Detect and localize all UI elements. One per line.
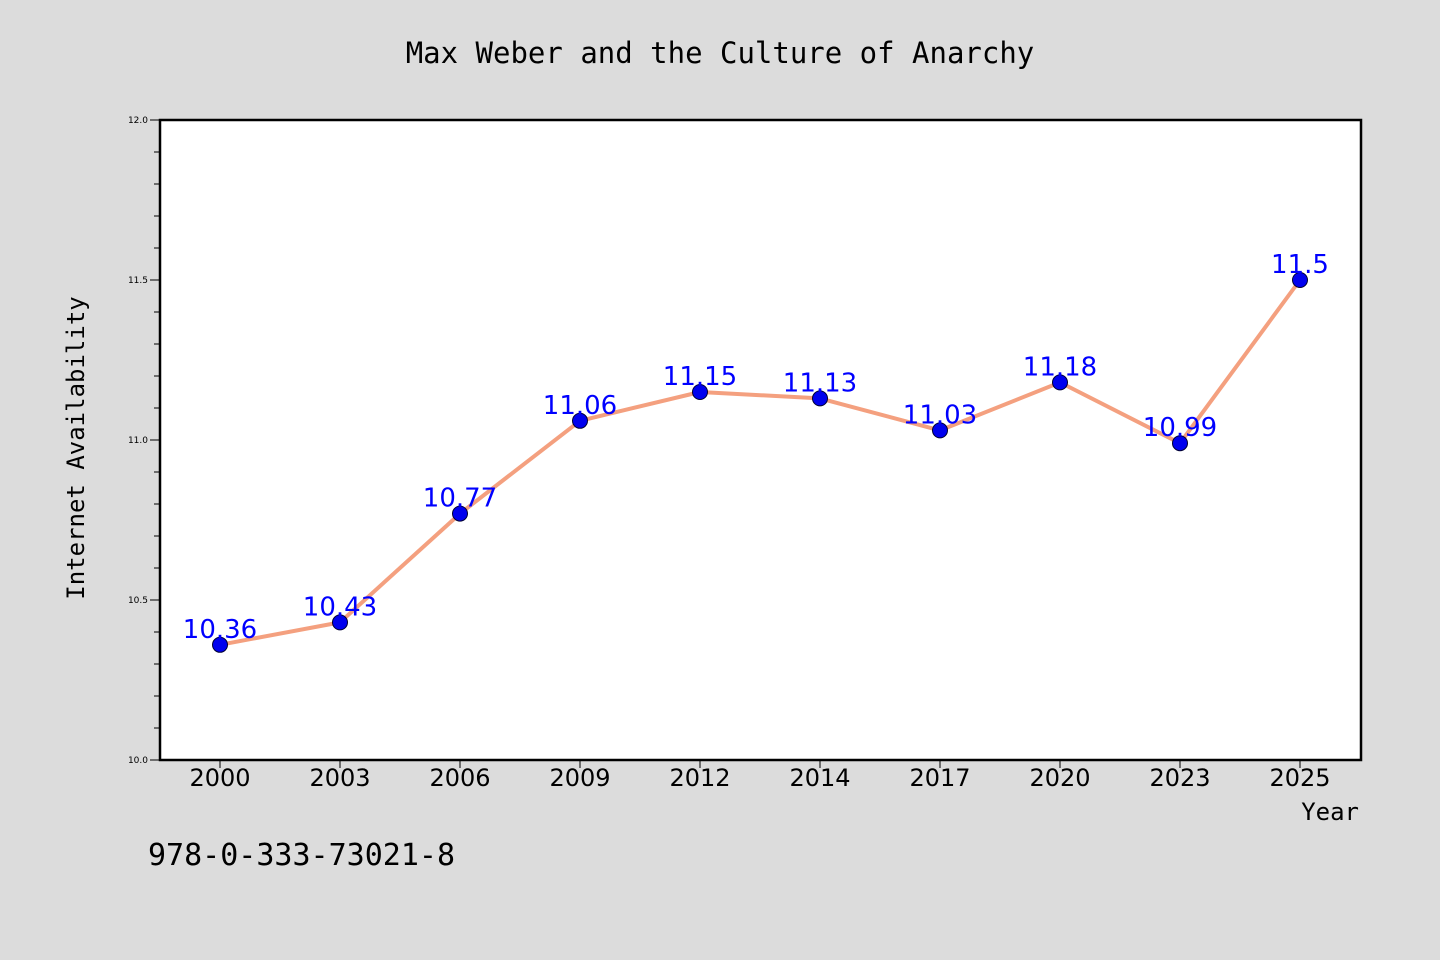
x-axis-ticks: 2000 2003 2006 2009 2012 2014 2017 2020 2023 2025 xyxy=(189,760,1331,792)
x-tick-label: 2020 xyxy=(1029,764,1090,792)
isbn-footnote: 978-0-333-73021-8 xyxy=(148,838,455,873)
plot-frame xyxy=(158,118,1363,762)
data-label: 10.36 xyxy=(183,615,257,645)
y-tick-label: 10.0 xyxy=(128,756,148,766)
y-axis-ticks: 10.0 10.5 11.0 11.5 12.0 xyxy=(128,116,160,766)
data-label: 11.15 xyxy=(663,362,737,392)
series-group xyxy=(212,272,1308,653)
data-labels-group: 10.36 10.43 10.77 11.06 11.15 11.13 11.03 11.18… xyxy=(183,250,1329,645)
x-axis-label: Year xyxy=(1301,798,1359,826)
plot-area xyxy=(160,120,1361,760)
data-point xyxy=(812,390,828,407)
x-tick-label: 2012 xyxy=(669,764,730,792)
data-point xyxy=(1292,272,1308,288)
x-tick-label: 2003 xyxy=(309,764,370,792)
y-tick-label: 12.0 xyxy=(128,116,148,126)
data-point xyxy=(452,505,468,522)
data-point xyxy=(1172,435,1188,452)
data-label: 11.03 xyxy=(903,400,977,430)
y-tick-label: 11.0 xyxy=(128,436,148,446)
x-tick-label: 2025 xyxy=(1269,764,1330,792)
y-tick-label: 11.5 xyxy=(128,276,148,286)
x-tick-label: 2023 xyxy=(1149,764,1210,792)
x-tick-label: 2009 xyxy=(549,764,610,792)
series-line xyxy=(219,278,1302,647)
data-label: 11.18 xyxy=(1023,352,1097,382)
data-label: 11.13 xyxy=(783,368,857,398)
data-label: 11.5 xyxy=(1271,250,1329,280)
y-axis-label: Internet Availability xyxy=(62,296,90,599)
x-tick-label: 2017 xyxy=(909,764,970,792)
chart-title: Max Weber and the Culture of Anarchy xyxy=(406,36,1035,70)
data-point xyxy=(332,614,348,631)
data-point xyxy=(572,412,588,429)
x-tick-label: 2014 xyxy=(789,764,850,792)
data-label: 10.99 xyxy=(1143,413,1217,443)
data-point xyxy=(212,636,228,653)
data-label: 10.77 xyxy=(423,484,497,514)
data-point xyxy=(1052,374,1068,391)
data-label: 11.06 xyxy=(543,391,617,421)
data-point xyxy=(932,422,948,439)
data-point xyxy=(692,384,708,400)
y-tick-label: 10.5 xyxy=(128,596,148,606)
x-tick-label: 2006 xyxy=(429,764,490,792)
x-tick-label: 2000 xyxy=(189,764,250,792)
data-label: 10.43 xyxy=(303,592,377,622)
